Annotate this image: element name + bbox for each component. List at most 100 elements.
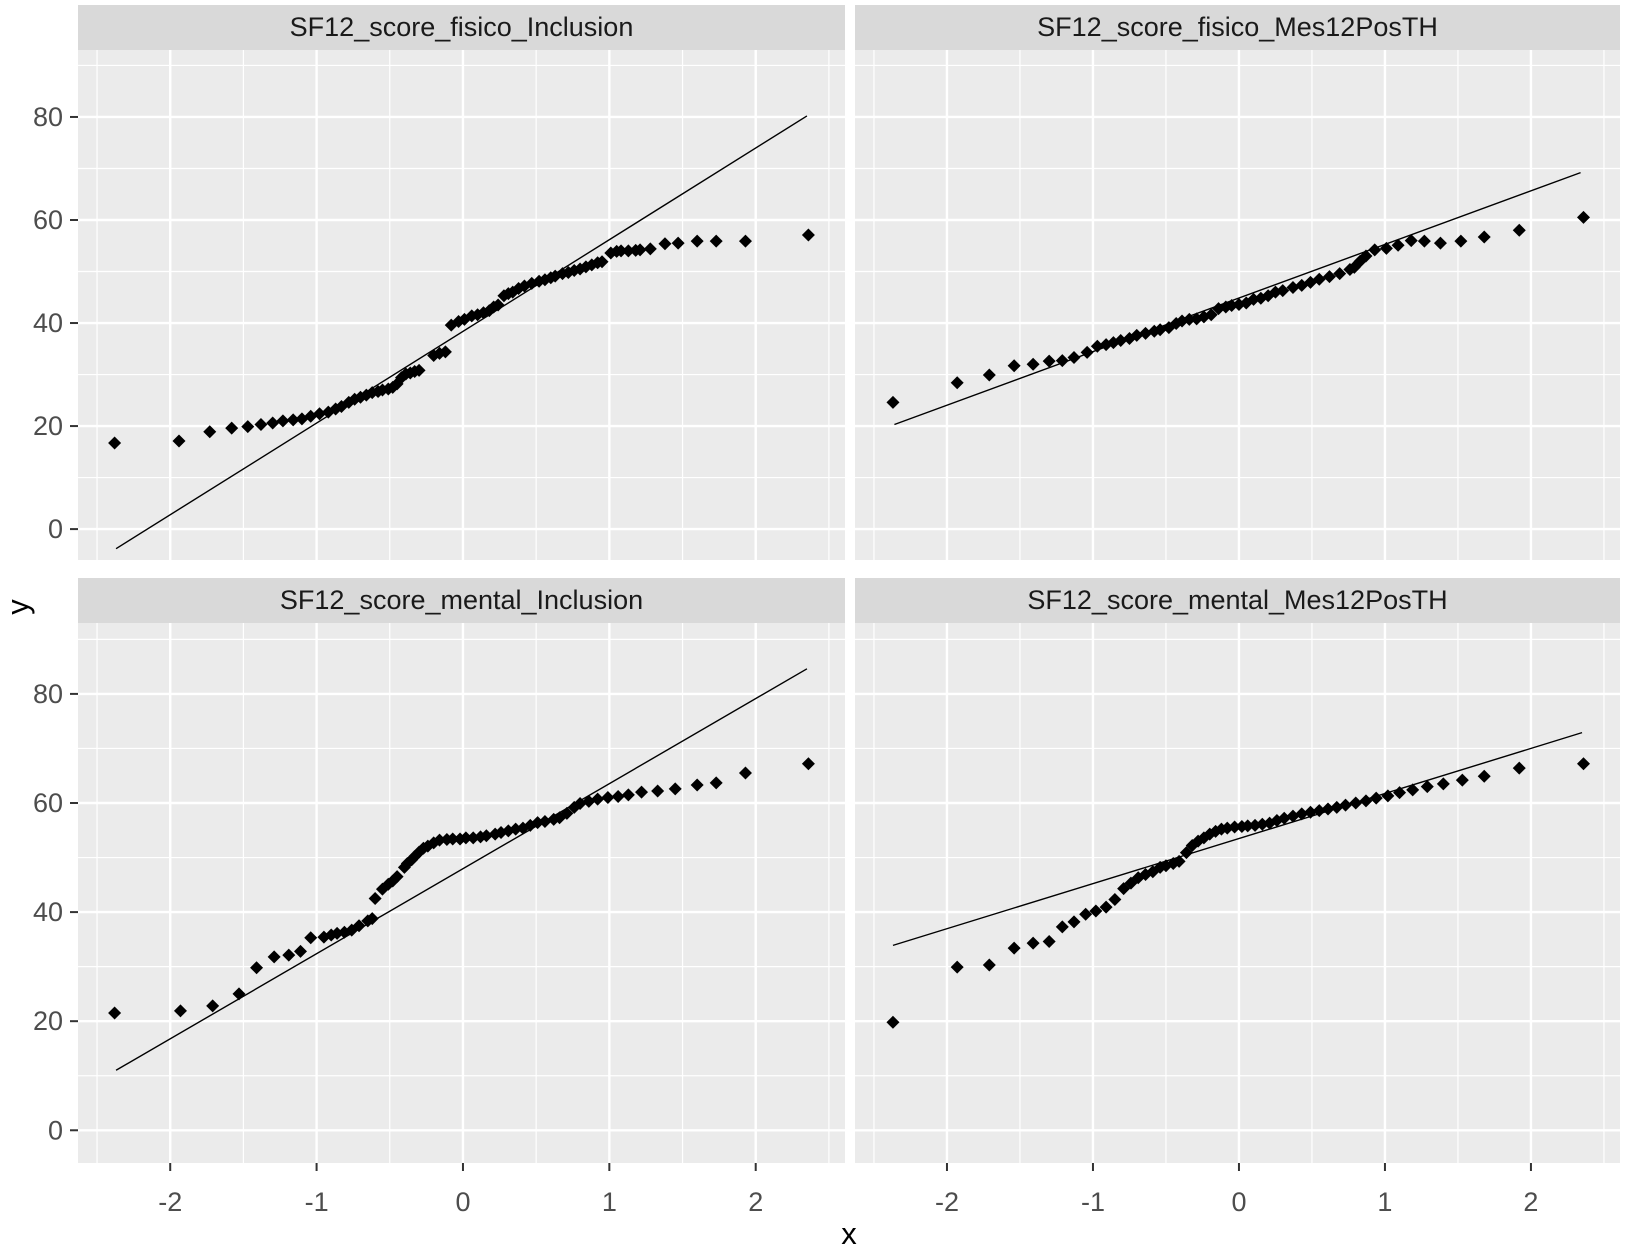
data-point (1197, 831, 1211, 845)
data-point (591, 792, 605, 806)
data-point (1333, 267, 1347, 281)
data-point (1153, 323, 1167, 337)
data-point (254, 418, 268, 432)
data-point (1131, 871, 1145, 885)
data-point (1436, 777, 1450, 791)
y-axis-tick-label: 80 (33, 102, 63, 132)
data-point (671, 236, 685, 250)
data-point (108, 436, 122, 450)
data-point (1247, 292, 1261, 306)
data-point (286, 413, 300, 427)
data-point (1393, 786, 1407, 800)
data-point (1322, 270, 1336, 284)
x-axis-tick-label: 1 (1377, 1187, 1392, 1217)
data-point (241, 420, 255, 434)
data-point (573, 797, 587, 811)
data-point (690, 234, 704, 248)
data-point (1276, 284, 1290, 298)
data-point (982, 958, 996, 972)
x-axis-tick-label: -1 (305, 1187, 329, 1217)
data-point (352, 919, 366, 933)
data-point (886, 395, 900, 409)
data-point (1330, 800, 1344, 814)
data-point (173, 1004, 187, 1018)
data-point (1359, 794, 1373, 808)
data-point (232, 987, 246, 1001)
data-point (266, 416, 280, 430)
data-point (668, 782, 682, 796)
data-point (1433, 236, 1447, 250)
data-point (381, 877, 395, 891)
y-axis-tick-label: 0 (48, 514, 63, 544)
data-point (658, 237, 672, 251)
data-point (512, 282, 526, 296)
data-point (1079, 907, 1093, 921)
data-point (108, 1006, 122, 1020)
data-point (1577, 757, 1591, 771)
data-point (1114, 334, 1128, 348)
data-point (886, 1015, 900, 1029)
data-point (1303, 805, 1317, 819)
data-point (206, 999, 220, 1013)
data-point (446, 832, 460, 846)
data-point (250, 961, 264, 975)
facet-strip: SF12_score_mental_Inclusion (78, 578, 845, 623)
y-axis-tick-label: 20 (33, 411, 63, 441)
data-point (531, 816, 545, 830)
facet-strip-title: SF12_score_fisico_Inclusion (289, 12, 634, 42)
data-point (651, 784, 665, 798)
data-point (1455, 773, 1469, 787)
data-point (225, 421, 239, 435)
data-point (1067, 351, 1081, 365)
facet-strip: SF12_score_fisico_Inclusion (78, 5, 845, 50)
data-point (1055, 354, 1069, 368)
data-point (690, 778, 704, 792)
y-axis-title: y (0, 599, 35, 615)
data-point (416, 841, 430, 855)
data-point (1270, 813, 1284, 827)
y-axis-tick-label: 0 (48, 1115, 63, 1145)
panel-background (78, 623, 845, 1163)
facet-sf12-score-mental-inclusion: SF12_score_mental_Inclusion 0 20 40 60 80 -2-… (33, 578, 845, 1217)
data-point (1108, 893, 1122, 907)
data-point (1182, 312, 1196, 326)
y-axis-tick-label: 40 (33, 897, 63, 927)
data-point (1179, 846, 1193, 860)
data-point (621, 244, 635, 258)
data-point (1042, 935, 1056, 949)
x-axis-title: x (841, 1216, 857, 1251)
data-point (203, 425, 217, 439)
data-point (1349, 796, 1363, 810)
data-point (1042, 354, 1056, 368)
data-point (459, 831, 473, 845)
data-point (801, 757, 815, 771)
data-point (1261, 289, 1275, 303)
data-point (560, 806, 574, 820)
x-axis-tick-label: 0 (455, 1187, 470, 1217)
data-point (538, 815, 552, 829)
data-point (1055, 920, 1069, 934)
data-point (1007, 941, 1021, 955)
data-point (1026, 936, 1040, 950)
data-point (365, 912, 379, 926)
data-point (1295, 807, 1309, 821)
data-point (1286, 280, 1300, 294)
data-point (1286, 809, 1300, 823)
data-point (479, 829, 493, 843)
x-axis-tick-label: -2 (935, 1187, 959, 1217)
qq-reference-line (894, 171, 1581, 426)
data-point (1099, 900, 1113, 914)
facet-sf12-score-fisico-mes12posth: SF12_score_fisico_Mes12PosTH (855, 5, 1620, 560)
data-point (738, 234, 752, 248)
data-point (1090, 339, 1104, 353)
qq-reference-line (115, 115, 808, 550)
data-point (579, 260, 593, 274)
data-point (304, 409, 318, 423)
facet-sf12-score-mental-mes12posth: SF12_score_mental_Mes12PosTH -2 -1 0 1 2 (855, 578, 1620, 1217)
facet-plot-area: -2 -1 0 1 2 (855, 623, 1620, 1217)
data-point (438, 345, 452, 359)
data-point (950, 376, 964, 390)
data-point (595, 255, 609, 269)
data-point (368, 891, 382, 905)
data-point (1117, 882, 1131, 896)
